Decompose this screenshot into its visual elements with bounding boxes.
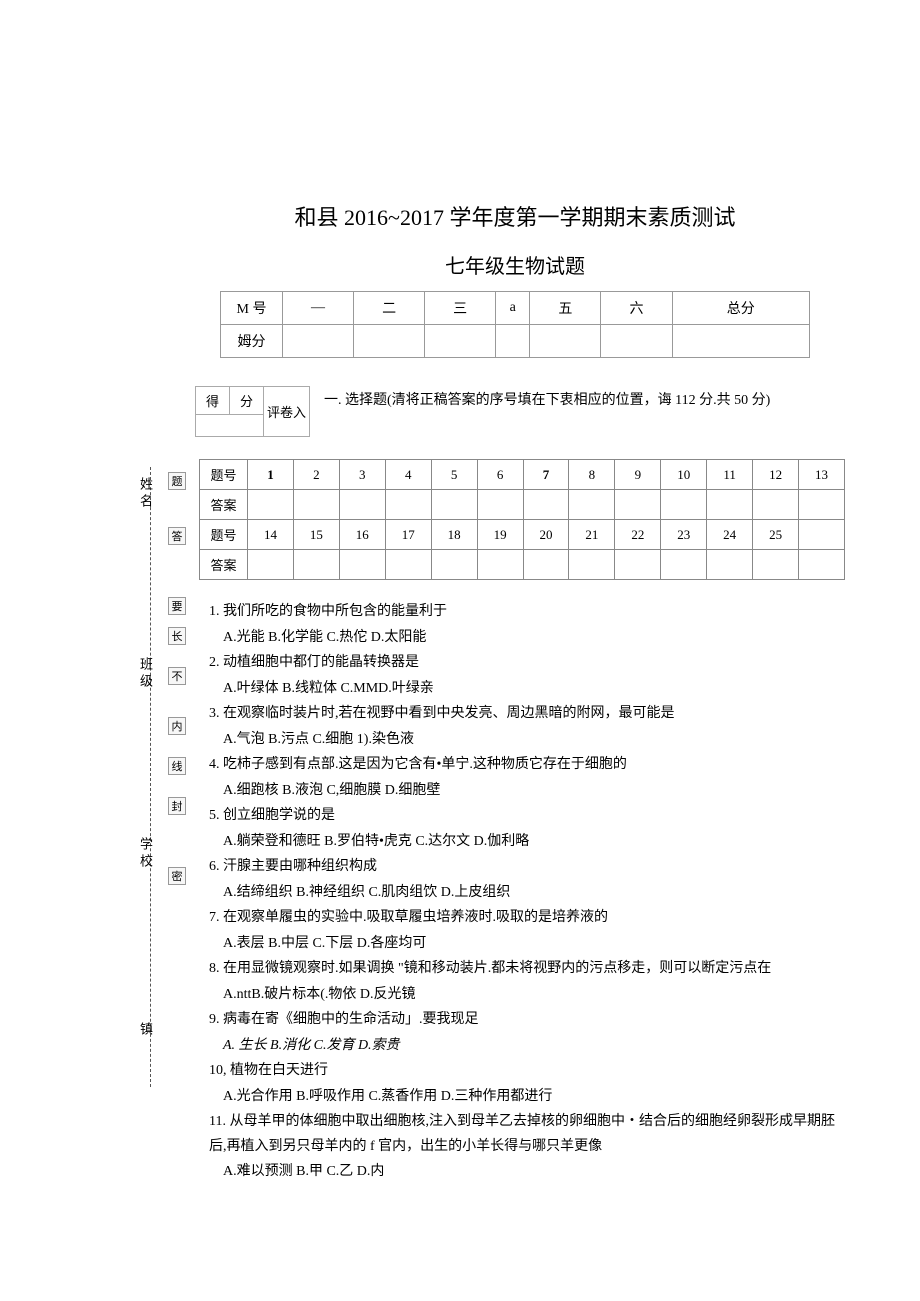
seal-box: 题 <box>168 472 186 490</box>
binding-margin: 姓名 班级 学校 镇 题 答 要 长 不 内 线 封 密 <box>130 467 190 1087</box>
question-options: A.表层 B.中层 C.下层 D.各座均可 <box>195 932 835 957</box>
question-options: A.光能 B.化学能 C.热佗 D.太阳能 <box>195 626 835 651</box>
question-item: 9. 病毒在寄《细胞中的生命活动」.要我现足 <box>195 1008 835 1033</box>
score-cell <box>672 325 809 358</box>
score-cell <box>354 325 425 358</box>
side-label-name: 姓名 <box>136 477 155 511</box>
seal-box: 封 <box>168 797 186 815</box>
answer-grid: 题号 1 2 3 4 5 6 7 8 9 10 11 12 13 答案 题号 <box>199 459 845 580</box>
main-title: 和县 2016~2017 学年度第一学期期末素质测试 <box>195 200 835 232</box>
score-cell <box>601 325 672 358</box>
score-row2-label: 姆分 <box>221 325 283 358</box>
answer-row-nums-1: 题号 1 2 3 4 5 6 7 8 9 10 11 12 13 <box>200 460 845 490</box>
question-item: 2. 动植细胞中都仃的能晶转换器是 <box>195 651 835 676</box>
question-item: 1. 我们所吃的食物中所包含的能量利于 <box>195 600 835 625</box>
seal-box: 密 <box>168 867 186 885</box>
side-label-school: 学校 <box>136 837 155 871</box>
question-options: A.nttB.破片标本(.物依 D.反光镜 <box>195 983 835 1008</box>
question-options: A.躺荣登和德旺 B.罗伯特•虎克 C.达尔文 D.伽利略 <box>195 830 835 855</box>
score-cell <box>425 325 496 358</box>
score-col: a <box>496 292 530 325</box>
answer-row-nums-2: 题号 14 15 16 17 18 19 20 21 22 23 24 25 <box>200 520 845 550</box>
question-options: A.结缔组织 B.神经组织 C.肌肉组饮 D.上皮组织 <box>195 881 835 906</box>
score-col: 二 <box>354 292 425 325</box>
score-cell <box>283 325 354 358</box>
answer-grid-wrapper: 题号 1 2 3 4 5 6 7 8 9 10 11 12 13 答案 题号 <box>185 459 865 580</box>
question-item: 11. 从母羊甲的体细胞中取出细胞核,注入到母羊乙去掉核的卵细胞中・结合后的细胞… <box>195 1110 835 1159</box>
question-options: A.难以预测 B.甲 C.乙 D.内 <box>195 1160 835 1185</box>
sub-title: 七年级生物试题 <box>195 250 835 279</box>
section-score-box: 得 分 评卷入 <box>195 386 310 437</box>
grader-label: 评卷入 <box>264 387 310 437</box>
score-blank <box>196 415 264 437</box>
score-row1-label: M 号 <box>221 292 283 325</box>
section-header-row: 得 分 评卷入 一. 选择题(清将正稿答案的序号填在下衷相应的位置，诲 112 … <box>195 386 835 437</box>
question-item: 8. 在用显微镜观察时.如果调换 "镜和移动装片.都未将视野内的污点移走，则可以… <box>195 957 835 982</box>
seal-box: 线 <box>168 757 186 775</box>
section-instruction: 一. 选择题(清将正稿答案的序号填在下衷相应的位置，诲 112 分.共 50 分… <box>324 386 835 413</box>
question-options: A.细跑核 B.液泡 C,细胞膜 D.细胞壁 <box>195 779 835 804</box>
question-item: 6. 汗腺主要由哪种组织构成 <box>195 855 835 880</box>
section-prefix: 一. <box>324 393 342 408</box>
box-label: 分 <box>230 387 264 415</box>
score-col: 六 <box>601 292 672 325</box>
page-content: 和县 2016~2017 学年度第一学期期末素质测试 七年级生物试题 M 号 —… <box>195 200 835 1186</box>
answer-row-blank-2: 答案 <box>200 550 845 580</box>
questions-list: 1. 我们所吃的食物中所包含的能量利于A.光能 B.化学能 C.热佗 D.太阳能… <box>195 600 835 1185</box>
side-label-class: 班级 <box>136 657 155 691</box>
question-options: A.气泡 B.污点 C.细胞 1).染色液 <box>195 728 835 753</box>
dashed-line <box>150 467 152 1087</box>
score-col: 总分 <box>672 292 809 325</box>
seal-box: 长 <box>168 627 186 645</box>
question-item: 10, 植物在白天进行 <box>195 1059 835 1084</box>
score-col: 五 <box>530 292 601 325</box>
score-summary-table: M 号 — 二 三 a 五 六 总分 姆分 <box>220 291 810 358</box>
question-options: A.叶绿体 B.线粒体 C.MMD.叶绿亲 <box>195 677 835 702</box>
side-label-town: 镇 <box>136 1022 155 1039</box>
score-col: — <box>283 292 354 325</box>
question-options: A. 生长 B.消化 C.发育 D.索贵 <box>195 1034 835 1059</box>
question-options: A.光合作用 B.呼吸作用 C.蒸香作用 D.三种作用都进行 <box>195 1085 835 1110</box>
question-item: 3. 在观察临时装片时,若在视野中看到中央发亮、周边黑暗的附网，最可能是 <box>195 702 835 727</box>
box-label: 得 <box>196 387 230 415</box>
seal-box: 要 <box>168 597 186 615</box>
question-item: 5. 创立细胞学说的是 <box>195 804 835 829</box>
question-item: 4. 吃柿子感到有点部.这是因为它含有•单宁.这种物质它存在于细胞的 <box>195 753 835 778</box>
score-cell <box>496 325 530 358</box>
seal-box: 答 <box>168 527 186 545</box>
question-item: 7. 在观察单履虫的实验中.吸取草履虫培养液时.吸取的是培养液的 <box>195 906 835 931</box>
answer-row-blank-1: 答案 <box>200 490 845 520</box>
seal-box: 内 <box>168 717 186 735</box>
section-body: 选择题(清将正稿答案的序号填在下衷相应的位置，诲 112 分.共 50 分) <box>345 393 770 408</box>
score-col: 三 <box>425 292 496 325</box>
score-cell <box>530 325 601 358</box>
seal-box: 不 <box>168 667 186 685</box>
